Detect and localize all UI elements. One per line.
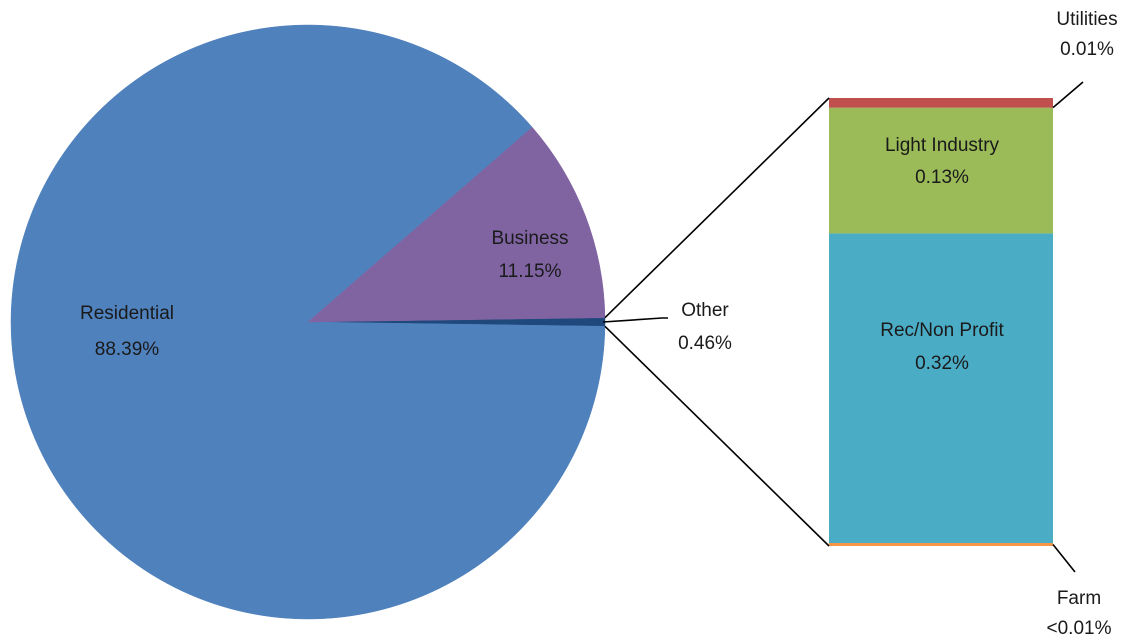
leader-lines [602,81,1084,573]
pie-slice-business [307,126,606,323]
leader-line-utilities [1052,81,1084,109]
leader-line-farm [1052,544,1076,573]
label-residential-name: Residential [80,303,174,324]
label-utilities-value: 0.01% [1060,39,1114,60]
label-farm-name: Farm [1057,588,1101,609]
bar-segment-farm [829,543,1053,546]
bar-segment-rec-non-profit [829,233,1053,544]
bar-segment-light-industry [829,107,1053,234]
label-light-industry-value: 0.13% [915,167,969,188]
label-business-name: Business [491,228,568,249]
bar-group [829,98,1053,546]
label-light-industry-name: Light Industry [885,135,1000,156]
bar-segment-utilities [829,98,1053,108]
label-other-value: 0.46% [678,333,732,354]
connector-lines [604,97,830,547]
connector-line-bottom [604,325,830,547]
data-labels: Residential 88.39% Business 11.15% Other… [80,9,1118,639]
label-rec-non-profit-name: Rec/Non Profit [880,320,1004,341]
leader-line-other [602,317,668,323]
connector-line-top [604,97,830,319]
pie-group [10,24,606,620]
label-utilities-name: Utilities [1056,9,1117,30]
label-rec-non-profit-value: 0.32% [915,353,969,374]
label-farm-value: <0.01% [1047,618,1112,639]
label-other-name: Other [681,300,729,321]
label-residential-value: 88.39% [95,339,160,360]
label-business-value: 11.15% [498,261,561,282]
